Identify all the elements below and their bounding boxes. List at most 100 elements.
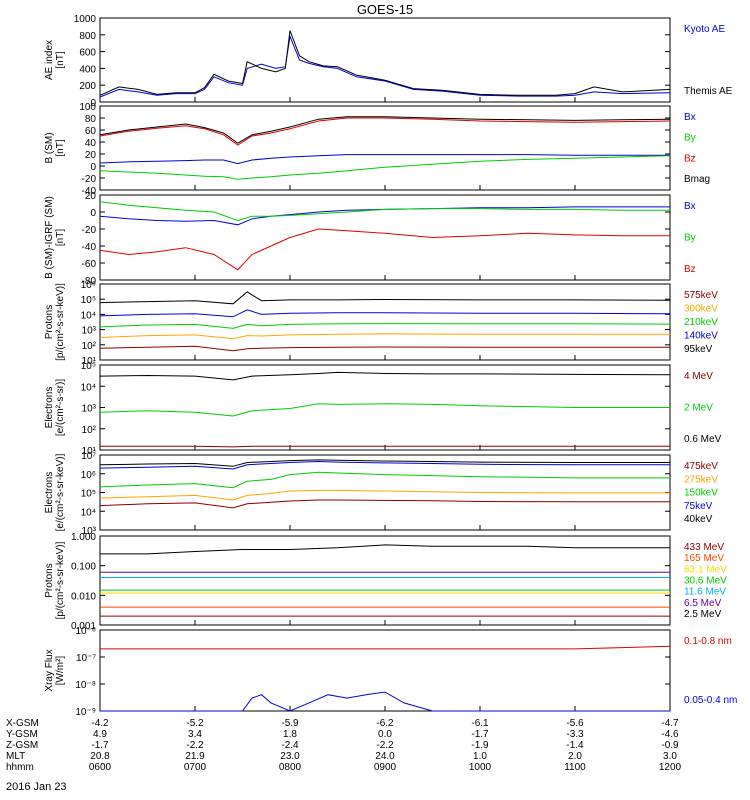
x-row-value: -6.1 — [471, 718, 489, 729]
series-line-275kev — [99, 489, 670, 501]
legend-entry: Bmag — [684, 174, 710, 185]
series-line-by — [99, 201, 670, 222]
x-row-value: -2.2 — [186, 740, 204, 751]
series-line-2-5-mev — [100, 544, 670, 555]
legend-entry: 475keV — [684, 461, 718, 472]
series-line-210kev — [99, 323, 671, 329]
y-tick-label: -20 — [82, 225, 97, 236]
x-row-value: -2.4 — [281, 740, 299, 751]
panel-protons_mev: 0.001 0.010 0.100 1.000 Protons[p/(cm²-s-sr-… — [44, 532, 727, 632]
y-tick-label: 10⁴ — [81, 382, 96, 393]
x-row-label: MLT — [6, 751, 25, 762]
panel-frame — [99, 105, 671, 191]
x-row-value: 21.9 — [185, 751, 205, 762]
x-row-value: 0.0 — [378, 729, 392, 740]
y-tick-label: 10² — [82, 425, 97, 436]
x-row-value: -3.3 — [566, 729, 584, 740]
legend-entry: By — [684, 133, 696, 144]
y-axis-label: B (SM)[nT] — [44, 132, 66, 163]
panel-xray: 10⁻⁹ 10⁻⁸ 10⁻⁷ 10⁻⁶ Xray Flux[W/m²] 0.1-0.8 n… — [44, 626, 737, 718]
x-row-value: 1200 — [659, 762, 682, 773]
y-tick-label: 10⁻⁸ — [75, 680, 96, 691]
x-row-value: 1.8 — [283, 729, 297, 740]
legend-entry: 210keV — [684, 317, 718, 328]
y-tick-label: 10⁻⁷ — [76, 653, 96, 664]
y-axis-label-line: Xray Flux — [44, 649, 55, 691]
x-row-value: 23.0 — [280, 751, 300, 762]
y-tick-label: 600 — [79, 48, 96, 59]
x-axis-table: X-GSM -4.2 -5.2 -5.9 -6.2 -6.1 -5.6 -4.7 Y-GSM 4.… — [6, 718, 682, 773]
y-axis-label-line: [nT] — [55, 51, 66, 68]
legend-entry: 0.05-0.4 nm — [684, 695, 737, 706]
x-row-value: 2.0 — [568, 751, 582, 762]
panel-electrons_mev: 10¹ 10² 10³ 10⁴ 10⁵ Electrons[e/(cm²-s-sr)] 4 … — [44, 361, 722, 457]
legend-entry: 150keV — [684, 488, 718, 499]
x-row-value: 4.9 — [93, 729, 107, 740]
y-axis-label-line: Protons — [44, 563, 55, 597]
legend-entry: 2.5 MeV — [684, 609, 722, 620]
legend-entry: Kyoto AE — [684, 24, 725, 35]
legend-entry: Bx — [684, 112, 696, 123]
x-row-value: 3.4 — [188, 729, 202, 740]
y-tick-label: 10⁵ — [81, 295, 96, 306]
panel-frame — [99, 194, 671, 281]
legend-entry: 6.5 MeV — [684, 598, 722, 609]
legend-entry: Bx — [684, 201, 696, 212]
x-row-value: 24.0 — [375, 751, 395, 762]
legend-entry: 0.6 MeV — [684, 434, 722, 445]
y-tick-label: 100 — [79, 102, 96, 113]
y-tick-label: 10³ — [82, 526, 97, 537]
x-row-value: 1000 — [469, 762, 492, 773]
legend-entry: 165 MeV — [684, 553, 724, 564]
panel-frame — [99, 535, 671, 626]
legend-entry: By — [684, 233, 696, 244]
panel-frame — [99, 17, 671, 103]
y-tick-label: 0 — [90, 208, 96, 219]
y-axis-label: B (SM)-IGRF (SM)[nT] — [44, 196, 66, 279]
legend-entry: 300keV — [684, 304, 718, 315]
y-tick-label: 1.000 — [71, 532, 96, 543]
series-line-140kev — [99, 309, 671, 318]
y-tick-label: 10³ — [82, 404, 97, 415]
y-tick-label: 0.100 — [71, 562, 96, 573]
series-line-by — [99, 155, 671, 180]
x-row-value: -1.4 — [566, 740, 584, 751]
x-row-value: -5.2 — [186, 718, 204, 729]
series-line-2-mev — [99, 403, 670, 417]
x-row-value: -4.2 — [91, 718, 109, 729]
legend-entry: Bz — [684, 153, 696, 164]
y-tick-label: -80 — [82, 276, 97, 287]
y-tick-label: 10⁻⁹ — [75, 707, 96, 718]
y-axis-label-line: [nT] — [55, 229, 66, 246]
series-line-75kev — [99, 460, 670, 470]
y-axis-label: Xray Flux[W/m²] — [44, 649, 66, 691]
y-tick-label: 0 — [90, 98, 96, 109]
legend-entry: 275keV — [684, 474, 718, 485]
series-line-0-6-mev — [99, 371, 671, 381]
x-row-label: X-GSM — [6, 718, 39, 729]
legend-entry: 30.6 MeV — [684, 576, 727, 587]
x-row-value: -0.9 — [661, 740, 679, 751]
y-tick-label: -60 — [82, 259, 97, 270]
x-row-value: -5.9 — [281, 718, 299, 729]
y-tick-label: 20 — [85, 191, 97, 202]
y-axis-label-line: [e/(cm²-s-sr-keV)] — [55, 453, 66, 531]
series-line-95kev — [99, 291, 671, 305]
panel-electrons_kev: 10³ 10⁴ 10⁵ 10⁶ 10⁷ Electrons[e/(cm²-s-sr-keV… — [44, 451, 718, 537]
y-tick-label: 10⁶ — [81, 470, 96, 481]
series-line-bz — [99, 117, 671, 146]
x-row-value: -1.7 — [471, 729, 489, 740]
legend-entry: 40keV — [684, 514, 713, 525]
x-row-label: hhmm — [6, 762, 34, 773]
series-line-0-05-0-4-nm — [100, 691, 670, 712]
series-line-40kev — [99, 459, 670, 467]
y-tick-label: 60 — [85, 126, 97, 137]
y-tick-label: 10⁴ — [81, 310, 96, 321]
legend-entry: 140keV — [684, 331, 718, 342]
x-row-value: 1.0 — [473, 751, 487, 762]
y-tick-label: 10⁴ — [81, 507, 96, 518]
series-line-475kev — [99, 499, 670, 509]
x-row-value: -6.2 — [376, 718, 394, 729]
y-axis-label-line: [e/(cm²-s-sr)] — [55, 379, 66, 436]
